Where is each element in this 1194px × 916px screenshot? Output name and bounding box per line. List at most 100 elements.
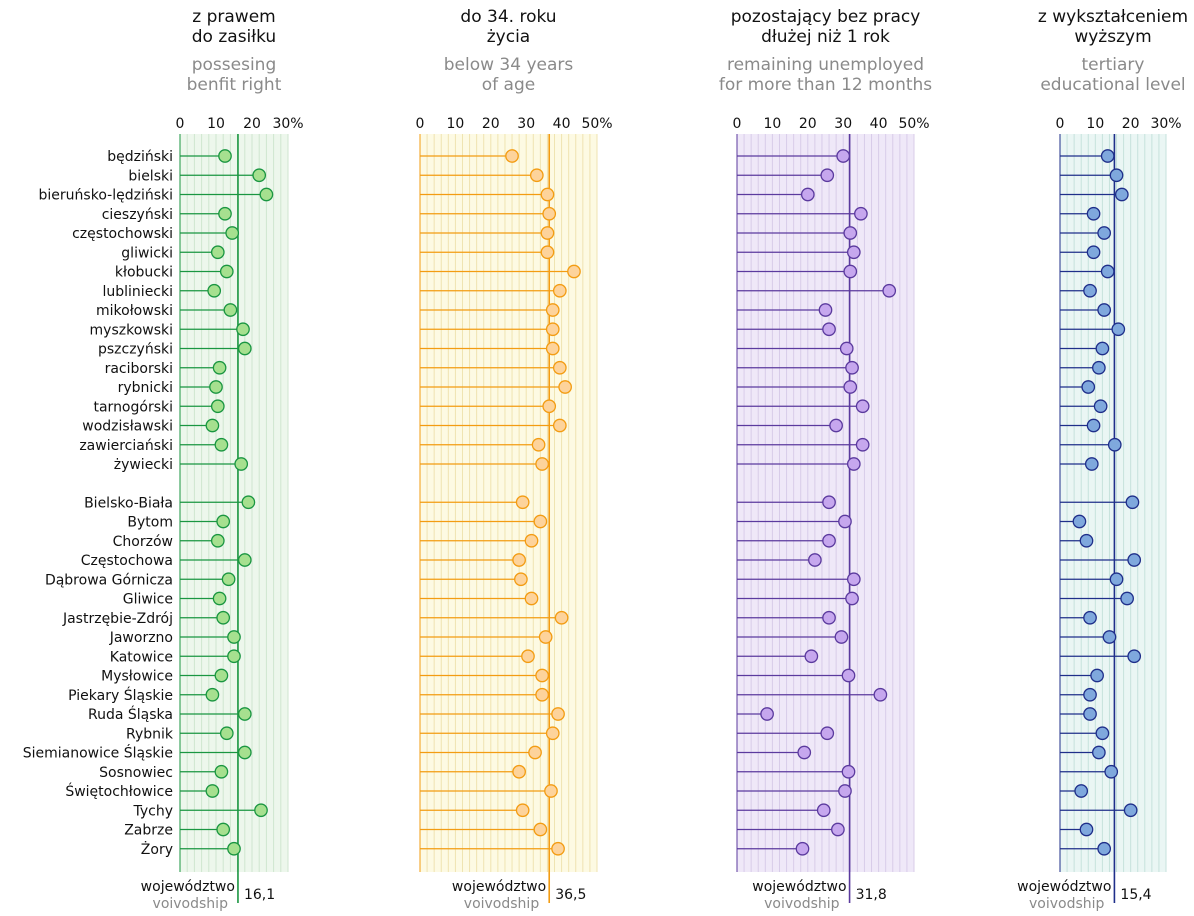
category-label: Jastrzębie-Zdrój <box>62 611 173 627</box>
data-point <box>760 707 774 721</box>
data-point <box>1120 591 1134 606</box>
data-point <box>207 283 222 298</box>
data-point <box>542 399 557 414</box>
data-point <box>822 533 836 548</box>
data-point <box>259 187 274 202</box>
category-label: Żory <box>141 840 173 858</box>
data-point <box>237 745 252 760</box>
data-point <box>512 764 526 779</box>
data-point <box>854 206 868 221</box>
voivodship-label: województwo <box>752 879 846 895</box>
data-point <box>524 533 539 548</box>
data-point <box>1104 764 1119 779</box>
panel-title: z wykształceniem <box>1038 7 1188 27</box>
tick-label: 50% <box>898 116 929 132</box>
voivodship-label: województwo <box>452 879 546 895</box>
data-point <box>237 707 252 721</box>
panel-subtitle: for more than 12 months <box>719 75 932 95</box>
category-label: Katowice <box>110 649 173 665</box>
category-label: raciborski <box>105 361 173 377</box>
data-point <box>1074 784 1089 798</box>
panel-title: pozostający bez pracy <box>731 7 921 27</box>
data-point <box>873 687 888 702</box>
data-point <box>531 437 546 452</box>
category-label: będziński <box>107 149 173 165</box>
data-point <box>820 168 835 183</box>
data-point <box>223 303 238 317</box>
data-point <box>1100 149 1115 163</box>
data-point <box>1093 399 1108 414</box>
category-label: częstochowski <box>72 226 173 242</box>
data-point <box>1083 687 1097 702</box>
data-point <box>544 784 558 798</box>
data-point <box>210 245 225 260</box>
data-point <box>554 610 569 625</box>
panel-title: wyższym <box>1074 27 1151 47</box>
voivodship-label-en: voivodship <box>153 896 229 912</box>
data-point <box>214 668 229 683</box>
data-point <box>795 841 810 856</box>
tick-label: 30% <box>272 116 303 132</box>
category-label: myszkowski <box>90 322 173 338</box>
data-point <box>843 226 858 240</box>
data-point <box>1107 437 1122 452</box>
tick-label: 0 <box>1056 116 1065 132</box>
data-point <box>855 399 870 414</box>
data-point <box>822 495 836 510</box>
tick-label: 20 <box>799 116 817 132</box>
category-label: Bielsko-Biała <box>84 495 173 511</box>
data-point <box>1095 726 1110 741</box>
panel-subtitle: benfit right <box>187 75 282 95</box>
data-point <box>218 149 232 163</box>
data-point <box>552 418 567 433</box>
data-point <box>841 668 856 683</box>
data-point <box>212 591 227 606</box>
panel-title: z prawem <box>192 7 275 27</box>
tick-label: 0 <box>733 116 742 132</box>
category-label: mikołowski <box>96 303 173 319</box>
data-point <box>841 764 856 779</box>
data-point <box>1086 245 1101 260</box>
average-value-label: 31,8 <box>856 887 887 903</box>
data-point <box>820 726 835 741</box>
data-point <box>1127 553 1142 567</box>
data-point <box>1109 572 1124 587</box>
category-label: Ruda Śląska <box>88 705 173 723</box>
data-point <box>567 264 581 279</box>
tick-label: 30 <box>517 116 535 132</box>
data-point <box>216 514 231 529</box>
data-point <box>1123 803 1138 818</box>
data-point <box>512 553 526 567</box>
data-point <box>1125 495 1140 510</box>
data-point <box>845 360 859 375</box>
voivodship-label-en: voivodship <box>464 896 540 912</box>
data-point <box>205 784 220 798</box>
category-label: żywiecki <box>114 457 173 473</box>
data-point <box>545 303 560 317</box>
data-point <box>846 245 861 260</box>
data-point <box>846 457 861 471</box>
data-point <box>214 764 229 779</box>
data-point <box>808 553 822 567</box>
data-point <box>205 687 220 702</box>
data-point <box>542 206 557 221</box>
data-point <box>1127 649 1142 664</box>
data-point <box>528 745 542 760</box>
category-label: zawierciański <box>79 438 173 454</box>
average-value-label: 15,4 <box>1120 887 1151 903</box>
panel-background <box>1060 134 1166 872</box>
data-point <box>1072 514 1087 529</box>
panel-title: dłużej niż 1 rok <box>761 27 890 47</box>
category-label: Świętochłowice <box>65 782 173 800</box>
data-point <box>843 380 858 394</box>
tick-label: 50% <box>581 116 612 132</box>
data-point <box>797 745 812 760</box>
data-point <box>882 283 897 298</box>
category-label: Piekary Śląskie <box>68 686 173 704</box>
data-point <box>1102 630 1117 644</box>
average-value-label: 36,5 <box>555 887 586 903</box>
data-point <box>210 533 225 548</box>
tick-label: 40 <box>553 116 571 132</box>
data-point <box>1079 533 1094 548</box>
data-point <box>227 841 241 856</box>
